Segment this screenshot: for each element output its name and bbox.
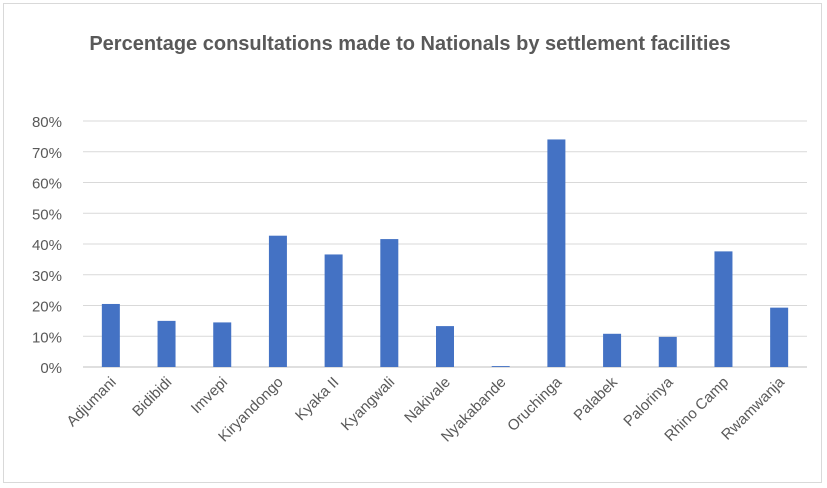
x-tick-label: Imvepi (188, 374, 231, 417)
y-axis-ticks: 0% 10% 20% 30% 40% 50% 60% 70% 80% (32, 114, 62, 377)
y-tick-label: 0% (40, 360, 62, 377)
bar (491, 366, 510, 367)
x-tick-label: Palorinya (620, 373, 677, 430)
x-tick-label: Adjumani (63, 374, 119, 430)
y-tick-label: 40% (32, 237, 62, 254)
y-tick-label: 80% (32, 114, 62, 131)
bar (603, 333, 622, 367)
y-tick-label: 30% (32, 268, 62, 285)
bar (436, 326, 454, 367)
bar (380, 239, 399, 367)
chart-title: Percentage consultations made to Nationa… (89, 33, 731, 55)
y-tick-label: 50% (32, 206, 62, 223)
y-tick-label: 10% (32, 329, 62, 346)
bar (157, 320, 176, 367)
y-tick-label: 70% (32, 145, 62, 162)
bar (213, 322, 232, 367)
y-tick-label: 60% (32, 176, 62, 193)
bar (324, 254, 343, 367)
x-tick-label: Oruchinga (504, 373, 565, 434)
x-tick-label: Kyaka II (292, 374, 342, 424)
y-tick-label: 20% (32, 299, 62, 316)
bars (101, 139, 789, 367)
x-tick-label: Bidibidi (129, 374, 175, 420)
bar (547, 139, 566, 367)
bar (658, 336, 677, 367)
bar (268, 235, 287, 367)
bar (101, 303, 120, 367)
gridlines (83, 120, 807, 368)
x-tick-label: Nakivale (401, 374, 454, 427)
bar (770, 307, 789, 367)
bar (714, 251, 733, 367)
x-tick-label: Kyangwali (338, 374, 398, 434)
x-tick-label: Palabek (571, 373, 622, 424)
chart-frame (3, 3, 822, 483)
